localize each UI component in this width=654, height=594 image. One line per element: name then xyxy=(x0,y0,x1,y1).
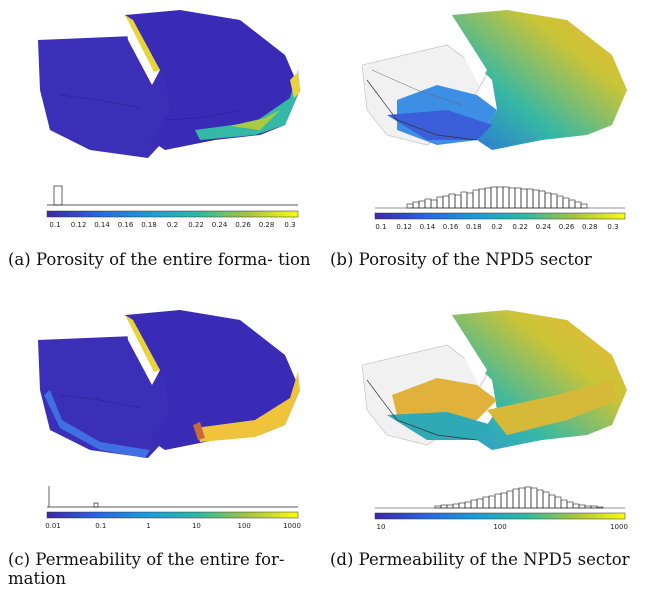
caption-d: (d) Permeability of the NPD5 sector xyxy=(330,550,630,569)
colorbar-tick-label: 100 xyxy=(238,522,251,530)
colorbar-tick-label: 10 xyxy=(377,523,386,531)
colorbar-tick-label: 1 xyxy=(146,522,150,530)
colorbar-tick-label: 0.01 xyxy=(45,522,61,530)
colorbar-tick-label: 1000 xyxy=(283,522,301,530)
colorbar-tick-label: 0.2 xyxy=(167,221,178,229)
porosity-surface-b xyxy=(361,10,627,150)
colorbar-tick-label: 0.3 xyxy=(607,223,618,231)
colorbar-a: 0.1 0.12 0.14 0.16 0.18 0.2 0.22 0.24 0.26 0.28 0.… xyxy=(46,210,299,229)
colorbar-tick-label: 0.12 xyxy=(71,221,87,229)
caption-b-text: (b) Porosity of the NPD5 sector xyxy=(330,250,592,269)
colorbar-tick-label: 0.26 xyxy=(559,223,575,231)
caption-c: (c) Permeability of the entire for- mati… xyxy=(8,550,318,588)
colorbar-tick-label: 0.28 xyxy=(582,223,598,231)
histogram-a xyxy=(47,185,298,206)
colorbar-c-ticks: 0.01 0.1 1 10 100 1000 xyxy=(45,522,301,530)
caption-a-text: (a) Porosity of the entire forma- tion xyxy=(8,250,311,269)
colorbar-tick-label: 0.18 xyxy=(466,223,482,231)
histogram-b xyxy=(375,186,625,209)
colorbar-tick-label: 0.14 xyxy=(420,223,436,231)
colorbar-tick-label: 0.24 xyxy=(536,223,552,231)
colorbar-tick-label: 10 xyxy=(192,522,201,530)
colorbar-c: 0.01 0.1 1 10 100 1000 xyxy=(45,511,301,530)
colorbar-tick-label: 0.14 xyxy=(94,221,110,229)
porosity-surface-a xyxy=(38,10,300,158)
colorbar-tick-label: 100 xyxy=(493,523,506,531)
permeability-surface-d xyxy=(361,310,627,450)
colorbar-tick-label: 1000 xyxy=(610,523,628,531)
colorbar-tick-label: 0.12 xyxy=(396,223,412,231)
colorbar-tick-label: 0.22 xyxy=(512,223,528,231)
panel-a-porosity-entire-formation: 0.1 0.12 0.14 0.16 0.18 0.2 0.22 0.24 0.26 0.28 0.… xyxy=(38,10,300,229)
colorbar-tick-label: 0.16 xyxy=(118,221,134,229)
colorbar-d: 10 100 1000 xyxy=(374,512,628,531)
colorbar-tick-label: 0.2 xyxy=(491,223,502,231)
colorbar-tick-label: 0.1 xyxy=(375,223,386,231)
colorbar-tick-label: 0.26 xyxy=(235,221,251,229)
colorbar-b-ticks: 0.1 0.12 0.14 0.16 0.18 0.2 0.22 0.24 0.26 0.28 0.… xyxy=(375,223,618,231)
colorbar-tick-label: 0.24 xyxy=(212,221,228,229)
colorbar-tick-label: 0.28 xyxy=(259,221,275,229)
colorbar-tick-label: 0.16 xyxy=(443,223,459,231)
histogram-c xyxy=(47,486,298,508)
caption-c-text: (c) Permeability of the entire for- mati… xyxy=(8,550,285,588)
permeability-surface-c xyxy=(38,310,300,458)
colorbar-tick-label: 0.1 xyxy=(95,522,106,530)
caption-d-text: (d) Permeability of the NPD5 sector xyxy=(330,550,630,569)
colorbar-d-ticks: 10 100 1000 xyxy=(377,523,628,531)
caption-a: (a) Porosity of the entire forma- tion xyxy=(8,250,318,269)
colorbar-tick-label: 0.22 xyxy=(188,221,204,229)
panel-c-permeability-entire-formation: 0.01 0.1 1 10 100 1000 xyxy=(38,310,301,530)
colorbar-a-ticks: 0.1 0.12 0.14 0.16 0.18 0.2 0.22 0.24 0.26 0.28 0.… xyxy=(49,221,295,229)
panel-b-porosity-npd5-sector: 0.1 0.12 0.14 0.16 0.18 0.2 0.22 0.24 0.26 0.28 0.… xyxy=(361,10,627,231)
colorbar-b: 0.1 0.12 0.14 0.16 0.18 0.2 0.22 0.24 0.26 0.28 0.… xyxy=(374,212,626,231)
caption-b: (b) Porosity of the NPD5 sector xyxy=(330,250,650,269)
colorbar-tick-label: 0.3 xyxy=(284,221,295,229)
colorbar-tick-label: 0.18 xyxy=(141,221,157,229)
histogram-d xyxy=(375,486,625,509)
panel-d-permeability-npd5-sector: 10 100 1000 xyxy=(361,310,628,531)
colorbar-tick-label: 0.1 xyxy=(49,221,60,229)
